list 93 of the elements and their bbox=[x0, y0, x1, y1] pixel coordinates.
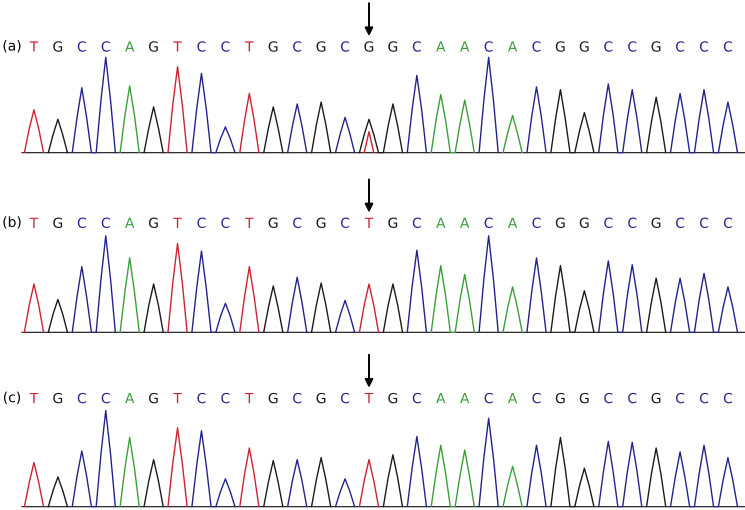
x-tick-label: C bbox=[78, 41, 86, 52]
x-tick-label: C bbox=[700, 218, 708, 228]
x-tick-label: C bbox=[724, 41, 732, 52]
x-tick-label: T bbox=[364, 393, 374, 404]
x-tick-label: C bbox=[197, 218, 206, 228]
x-tick-label: C bbox=[532, 392, 541, 404]
x-tick-label: C bbox=[532, 41, 541, 52]
x-tick-label: C bbox=[604, 392, 612, 404]
x-tick-label: A bbox=[436, 218, 446, 228]
x-tick-label: A bbox=[436, 393, 446, 404]
x-tick-label: G bbox=[53, 218, 62, 228]
x-tick-label: G bbox=[388, 218, 398, 228]
x-tick-label: C bbox=[293, 41, 302, 52]
x-tick-label: C bbox=[197, 41, 206, 52]
x-tick-label: T bbox=[30, 218, 38, 228]
x-tick-label: G bbox=[580, 392, 589, 404]
x-tick-label: G bbox=[652, 392, 660, 404]
x-tick-label: G bbox=[556, 218, 565, 228]
x-tick-label: T bbox=[245, 41, 254, 52]
x-tick-label: C bbox=[676, 41, 684, 52]
x-tick-label: C bbox=[676, 218, 684, 228]
x-tick-label: T bbox=[173, 218, 182, 228]
x-tick-label: C bbox=[484, 218, 493, 228]
x-tick-label: T bbox=[245, 393, 254, 404]
x-tick-label: C bbox=[604, 218, 612, 228]
x-tick-label: C bbox=[102, 392, 110, 404]
x-tick-label: G bbox=[316, 218, 326, 228]
x-tick-label: G bbox=[364, 41, 374, 52]
x-tick-label: A bbox=[125, 41, 134, 52]
chart-title: (c) bbox=[4, 392, 20, 404]
x-tick-label: C bbox=[724, 392, 732, 404]
x-tick-label: C bbox=[340, 41, 350, 52]
x-tick-label: T bbox=[364, 218, 374, 228]
x-tick-label: G bbox=[556, 392, 565, 404]
x-tick-label: C bbox=[78, 218, 86, 228]
chart-title: (b) bbox=[3, 216, 21, 229]
x-tick-label: G bbox=[580, 218, 589, 228]
x-tick-label: C bbox=[484, 392, 493, 404]
x-tick-label: A bbox=[460, 41, 470, 52]
x-tick-label: T bbox=[30, 41, 38, 52]
x-tick-label: C bbox=[78, 392, 86, 404]
x-tick-label: C bbox=[102, 41, 110, 52]
x-tick-label: C bbox=[676, 392, 684, 404]
x-tick-label: C bbox=[221, 218, 230, 228]
x-tick-label: G bbox=[316, 392, 326, 404]
x-tick-label: A bbox=[508, 41, 518, 52]
x-tick-label: G bbox=[580, 41, 589, 52]
chart-title: (a) bbox=[4, 40, 20, 52]
x-tick-label: G bbox=[268, 392, 278, 404]
x-tick-label: C bbox=[340, 218, 350, 228]
x-tick-label: G bbox=[652, 218, 660, 228]
x-tick-label: A bbox=[460, 218, 470, 228]
x-tick-label: G bbox=[556, 41, 565, 52]
x-tick-label: G bbox=[53, 41, 62, 52]
x-tick-label: G bbox=[652, 41, 660, 52]
x-tick-label: C bbox=[724, 218, 732, 228]
x-tick-label: C bbox=[412, 218, 421, 228]
x-tick-label: A bbox=[125, 218, 134, 228]
x-tick-label: G bbox=[53, 392, 62, 404]
x-tick-label: C bbox=[532, 218, 541, 228]
x-tick-label: C bbox=[412, 41, 421, 52]
x-tick-label: C bbox=[628, 392, 636, 404]
x-tick-label: A bbox=[508, 218, 518, 228]
x-tick-label: G bbox=[268, 218, 278, 228]
x-tick-label: A bbox=[436, 41, 446, 52]
x-tick-label: C bbox=[700, 41, 708, 52]
x-tick-label: C bbox=[340, 392, 350, 404]
x-tick-label: C bbox=[412, 392, 421, 404]
x-tick-label: G bbox=[316, 41, 326, 52]
x-tick-label: G bbox=[268, 41, 278, 52]
x-tick-label: G bbox=[149, 392, 158, 404]
x-tick-label: C bbox=[628, 41, 636, 52]
x-tick-label: C bbox=[484, 41, 493, 52]
x-tick-label: T bbox=[173, 41, 182, 52]
x-tick-label: G bbox=[388, 392, 398, 404]
x-tick-label: C bbox=[221, 392, 230, 404]
x-tick-label: C bbox=[293, 218, 302, 228]
x-tick-label: A bbox=[460, 393, 470, 404]
x-tick-label: C bbox=[221, 41, 230, 52]
x-tick-label: C bbox=[197, 392, 206, 404]
x-tick-label: C bbox=[604, 41, 612, 52]
x-tick-label: C bbox=[628, 218, 636, 228]
x-tick-label: A bbox=[508, 393, 518, 404]
x-tick-label: T bbox=[30, 393, 38, 404]
x-tick-label: T bbox=[245, 218, 254, 228]
x-tick-label: G bbox=[149, 218, 158, 228]
x-tick-label: G bbox=[388, 41, 398, 52]
x-tick-label: C bbox=[293, 392, 302, 404]
x-tick-label: T bbox=[173, 393, 182, 404]
x-tick-label: G bbox=[149, 41, 158, 52]
x-tick-label: C bbox=[700, 392, 708, 404]
x-tick-label: A bbox=[125, 393, 134, 404]
x-tick-label: C bbox=[102, 218, 110, 228]
